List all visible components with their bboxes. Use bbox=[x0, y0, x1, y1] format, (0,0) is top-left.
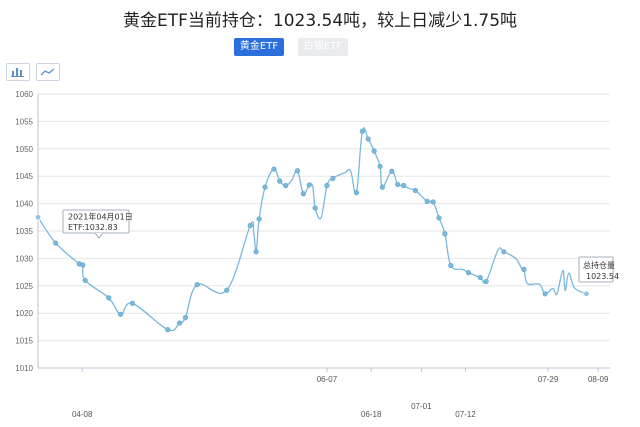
data-point[interactable] bbox=[294, 168, 301, 174]
data-point[interactable] bbox=[165, 327, 171, 333]
y-tick-label: 1055 bbox=[15, 117, 33, 126]
data-point[interactable] bbox=[262, 184, 268, 190]
data-point[interactable] bbox=[129, 300, 135, 306]
tooltip-start-value: ETF:1032.83 bbox=[68, 223, 118, 232]
data-point[interactable] bbox=[436, 215, 442, 221]
y-tick-label: 1060 bbox=[15, 90, 33, 99]
data-point[interactable] bbox=[501, 249, 507, 255]
data-point[interactable] bbox=[401, 182, 407, 189]
y-tick-label: 1025 bbox=[15, 282, 33, 291]
tooltip-start-date: 2021年04月01日 bbox=[68, 212, 133, 222]
data-point[interactable] bbox=[448, 262, 454, 269]
data-point[interactable] bbox=[371, 148, 377, 154]
tooltip-start: 2021年04月01日 ETF:1032.83 bbox=[62, 209, 133, 239]
tooltip-end: 总持仓量 1023.54 bbox=[578, 256, 619, 283]
data-point[interactable] bbox=[430, 199, 436, 205]
x-tick-label: 07-01 bbox=[411, 402, 432, 411]
data-point[interactable] bbox=[412, 187, 419, 194]
data-point[interactable] bbox=[483, 278, 489, 285]
y-tick-label: 1040 bbox=[15, 200, 33, 209]
x-tick-label: 04-08 bbox=[72, 410, 93, 419]
data-point[interactable] bbox=[80, 262, 86, 268]
data-point[interactable] bbox=[389, 168, 395, 174]
data-point[interactable] bbox=[542, 291, 548, 297]
y-tick-label: 1035 bbox=[15, 227, 33, 236]
y-tick-label: 1015 bbox=[15, 337, 33, 346]
y-tick-label: 1010 bbox=[15, 364, 33, 373]
data-point[interactable] bbox=[277, 178, 283, 184]
data-point[interactable] bbox=[253, 249, 259, 255]
data-point[interactable] bbox=[300, 191, 306, 197]
page-title: 黄金ETF当前持仓：1023.54吨，较上日减少1.75吨 bbox=[122, 11, 518, 31]
data-point[interactable] bbox=[442, 231, 448, 237]
data-point[interactable] bbox=[477, 274, 483, 281]
y-tick-label: 1020 bbox=[15, 309, 33, 318]
data-point[interactable] bbox=[465, 270, 472, 276]
data-point[interactable] bbox=[330, 175, 336, 181]
x-tick-label: 07-29 bbox=[538, 375, 559, 384]
data-point[interactable] bbox=[359, 128, 365, 134]
x-tick-label: 07-12 bbox=[455, 410, 476, 419]
data-point[interactable] bbox=[377, 163, 383, 169]
data-point[interactable] bbox=[306, 182, 312, 188]
data-point[interactable] bbox=[424, 198, 430, 205]
data-point[interactable] bbox=[365, 136, 371, 142]
y-tick-label: 1045 bbox=[15, 172, 33, 181]
data-point-start[interactable] bbox=[34, 214, 42, 221]
data-point[interactable] bbox=[353, 190, 360, 196]
etf-tab-bar: 黄金ETF 白银ETF bbox=[234, 38, 348, 56]
data-point[interactable] bbox=[521, 266, 527, 272]
bar-view-button[interactable] bbox=[6, 63, 30, 81]
x-tick-label: 08-09 bbox=[588, 375, 609, 384]
data-point[interactable] bbox=[312, 205, 318, 211]
data-point[interactable] bbox=[256, 216, 262, 222]
data-point[interactable] bbox=[283, 182, 289, 189]
data-point[interactable] bbox=[271, 166, 277, 172]
data-point[interactable] bbox=[224, 287, 230, 293]
tooltip-end-value: 1023.54 bbox=[586, 272, 619, 281]
bar-chart-icon bbox=[11, 68, 24, 77]
data-point[interactable] bbox=[324, 182, 330, 189]
data-point[interactable] bbox=[379, 184, 385, 190]
data-point[interactable] bbox=[176, 320, 183, 326]
data-point[interactable] bbox=[117, 311, 124, 317]
line-view-button[interactable] bbox=[36, 63, 60, 81]
data-point[interactable] bbox=[53, 240, 59, 246]
data-point[interactable] bbox=[194, 282, 200, 288]
y-tick-label: 1030 bbox=[15, 254, 33, 263]
tooltip-end-label: 总持仓量 bbox=[583, 260, 615, 270]
data-point[interactable] bbox=[182, 314, 189, 321]
x-tick-label: 06-18 bbox=[361, 410, 382, 419]
data-point[interactable] bbox=[106, 295, 112, 301]
y-tick-label: 1050 bbox=[15, 145, 33, 154]
data-point-end[interactable] bbox=[583, 290, 590, 298]
data-point[interactable] bbox=[395, 181, 401, 188]
tab-silver-etf[interactable]: 白银ETF bbox=[298, 38, 348, 56]
data-point[interactable] bbox=[82, 277, 88, 283]
data-point[interactable] bbox=[247, 222, 253, 229]
x-tick-label: 06-07 bbox=[317, 375, 338, 384]
tab-gold-etf[interactable]: 黄金ETF bbox=[234, 38, 284, 56]
line-chart-icon bbox=[40, 68, 55, 76]
